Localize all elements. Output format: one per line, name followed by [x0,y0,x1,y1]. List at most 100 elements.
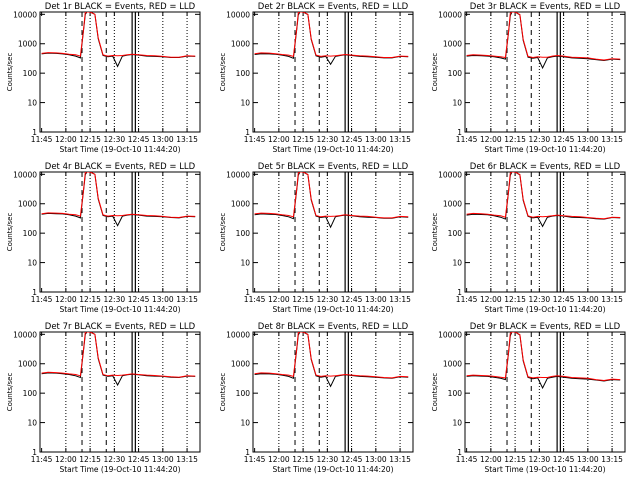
x-tick-label: 12:45 [341,455,363,464]
y-tick-label: 10000 [13,10,37,19]
panel-title: Det 5r BLACK = Events, RED = LLD [258,162,409,172]
events-line [254,332,409,388]
y-axis-label: Counts/sec [6,53,14,92]
y-tick-label: 1 [245,448,250,457]
plot-frame [252,171,414,293]
x-tick-label: 12:15 [79,455,101,464]
panel-title: Det 2r BLACK = Events, RED = LLD [258,2,409,12]
x-tick-label: 12:00 [268,295,290,304]
y-tick-label: 10 [452,259,462,268]
panel-title: Det 1r BLACK = Events, RED = LLD [45,2,196,12]
x-axis-label: Start Time (19-Oct-10 11:44:20) [59,305,180,314]
x-tick-label: 13:00 [152,455,174,464]
x-tick-label: 11:45 [244,455,266,464]
x-tick-label: 13:00 [577,455,599,464]
x-tick-label: 12:30 [529,135,551,144]
x-axis-label: Start Time (19-Oct-10 11:44:20) [272,465,393,474]
x-tick-label: 12:00 [268,135,290,144]
plot-frame [39,11,201,133]
plot-frame [464,171,626,293]
lld-line [254,12,409,58]
x-tick-label: 12:30 [104,135,126,144]
y-tick-label: 1 [32,288,37,297]
x-tick-label: 12:15 [504,295,526,304]
y-tick-label: 1000 [443,40,462,49]
lld-line [254,172,409,219]
y-tick-label: 10 [452,419,462,428]
panel-title: Det 7r BLACK = Events, RED = LLD [45,322,196,332]
series-group [41,12,196,68]
y-tick-label: 100 [448,389,463,398]
events-line [41,12,196,68]
y-tick-label: 1000 [18,360,37,369]
x-tick-label: 11:45 [456,295,478,304]
x-tick-label: 12:30 [104,295,126,304]
x-tick-label: 11:45 [31,135,53,144]
x-tick-label: 12:00 [480,455,502,464]
panel-det-6r: Det 6r BLACK = Events, RED = LLD 11:45 12:… [431,162,626,314]
x-tick-label: 12:15 [292,135,314,144]
events-line [466,332,621,390]
y-tick-label: 100 [236,69,251,78]
series-group [254,332,409,388]
x-tick-label: 12:45 [341,295,363,304]
x-tick-label: 12:15 [292,295,314,304]
x-tick-label: 13:15 [176,455,198,464]
lld-line [41,12,196,58]
x-tick-label: 13:00 [152,295,174,304]
x-tick-label: 11:45 [456,135,478,144]
series-group [41,332,196,387]
x-tick-label: 12:30 [529,295,551,304]
series-group [254,172,409,229]
x-tick-label: 12:15 [504,135,526,144]
y-tick-label: 10 [27,419,37,428]
x-tick-label: 13:15 [601,135,623,144]
y-tick-label: 10000 [438,10,462,19]
panel-title: Det 3r BLACK = Events, RED = LLD [470,2,621,12]
panel-title: Det 9r BLACK = Events, RED = LLD [470,322,621,332]
panel-title: Det 6r BLACK = Events, RED = LLD [470,162,621,172]
x-axis-label: Start Time (19-Oct-10 11:44:20) [272,145,393,154]
x-tick-label: 13:15 [389,295,411,304]
y-tick-label: 100 [236,229,251,238]
y-tick-label: 1 [32,128,37,137]
y-tick-label: 1000 [443,360,462,369]
lld-line [254,332,409,379]
panel-det-3r: Det 3r BLACK = Events, RED = LLD 11:45 12:… [431,2,626,154]
x-axis-label: Start Time (19-Oct-10 11:44:20) [272,305,393,314]
y-tick-label: 1 [457,448,462,457]
lld-line [466,332,621,382]
series-group [41,172,196,227]
y-tick-label: 1000 [18,200,37,209]
lld-line [466,12,621,61]
y-tick-label: 1000 [231,360,250,369]
y-tick-label: 100 [236,389,251,398]
x-axis-label: Start Time (19-Oct-10 11:44:20) [484,305,605,314]
x-tick-label: 12:30 [317,135,339,144]
lld-line [41,172,196,219]
x-tick-label: 12:00 [55,135,77,144]
x-tick-label: 11:45 [31,455,53,464]
x-tick-label: 13:15 [176,135,198,144]
events-line [254,12,409,66]
x-axis-label: Start Time (19-Oct-10 11:44:20) [484,145,605,154]
y-tick-label: 10 [240,259,250,268]
x-tick-label: 13:00 [365,135,387,144]
x-tick-label: 12:15 [504,455,526,464]
x-tick-label: 13:00 [152,135,174,144]
y-tick-label: 10 [27,99,37,108]
x-tick-label: 12:15 [79,295,101,304]
x-tick-label: 13:15 [601,295,623,304]
x-tick-label: 13:15 [389,455,411,464]
plot-frame [39,171,201,293]
x-tick-label: 12:30 [317,455,339,464]
y-tick-label: 1000 [443,200,462,209]
plot-frame [252,11,414,133]
y-tick-label: 10000 [438,330,462,339]
lld-line [466,172,621,220]
